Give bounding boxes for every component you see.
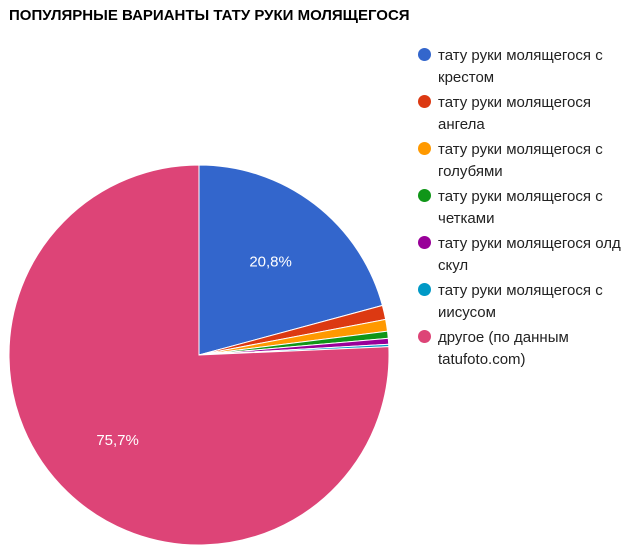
legend-swatch — [418, 189, 431, 202]
slice-value-label: 75,7% — [96, 432, 139, 449]
legend-label: тату руки молящегося с четками — [438, 188, 603, 227]
legend-label: тату руки молящегося с крестом — [438, 47, 603, 86]
legend-label: тату руки молящегося с иисусом — [438, 282, 603, 321]
pie-slice[interactable] — [198, 164, 384, 356]
legend-label: другое (по данным tatufoto.com) — [438, 329, 569, 368]
legend-label: тату руки молящегося олд скул — [438, 235, 621, 274]
slice-value-label: 20,8% — [249, 254, 292, 271]
legend-label: тату руки молящегося ангела — [438, 94, 592, 133]
legend-swatch — [418, 283, 431, 296]
chart-title: ПОПУЛЯРНЫЕ ВАРИАНТЫ ТАТУ РУКИ МОЛЯЩЕГОСЯ — [9, 7, 410, 24]
pie-slice[interactable] — [8, 164, 390, 546]
legend-swatch — [418, 48, 431, 61]
legend-swatch — [418, 95, 431, 108]
pie-chart: 20,8% 75,7% — [8, 164, 390, 546]
legend-swatch — [418, 236, 431, 249]
legend-swatch — [418, 330, 431, 343]
legend-swatch — [418, 142, 431, 155]
legend-label: тату руки молящегося с голубями — [438, 141, 603, 180]
